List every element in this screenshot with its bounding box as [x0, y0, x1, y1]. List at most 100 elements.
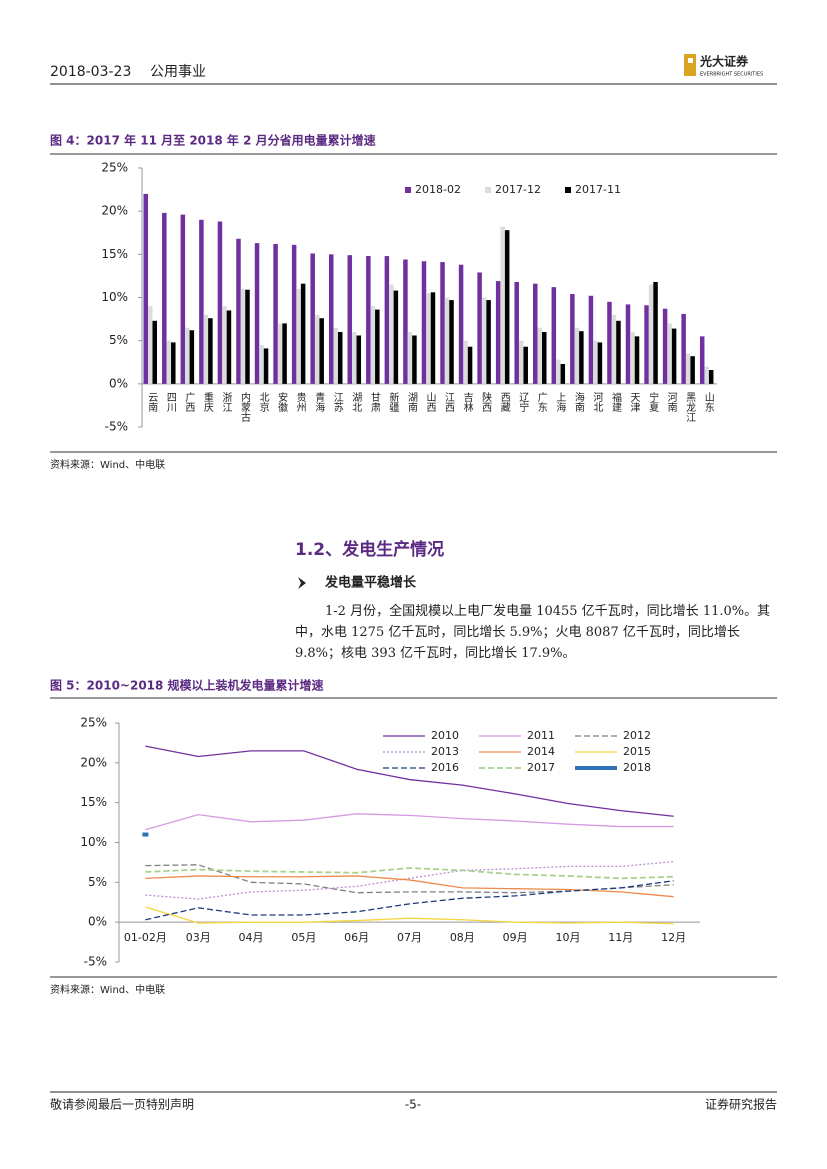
bar [347, 255, 353, 384]
series-line [145, 906, 674, 925]
legend-label: 2018 [623, 761, 651, 774]
bar [523, 346, 528, 384]
legend-label: 2014 [527, 745, 555, 758]
y-tick-label: 5% [88, 875, 107, 889]
section-heading: 1.2、发电生产情况 [295, 539, 444, 560]
bar [430, 292, 436, 384]
date: 2018-03-23 [50, 64, 131, 80]
x-tick-label: 09月 [503, 931, 528, 944]
bar [533, 283, 538, 384]
bar [375, 309, 380, 384]
bar [152, 320, 157, 384]
series-line [145, 867, 674, 880]
bar [356, 335, 362, 384]
footer-page: -5- [405, 1098, 421, 1112]
x-tick-label: 内蒙古 [239, 391, 251, 423]
x-tick-label: 06月 [344, 931, 369, 944]
bar [352, 332, 357, 384]
bar [259, 344, 264, 384]
footer-left: 敬请参阅最后一页特别声明 [50, 1097, 194, 1112]
bar [236, 238, 241, 384]
x-tick-label: 西藏 [498, 392, 510, 413]
legend-label: 2017-12 [495, 183, 541, 196]
x-tick-label: 湖南 [405, 392, 417, 412]
x-tick-label: 贵州 [294, 391, 306, 412]
series-line [145, 745, 674, 817]
x-tick-label: 12月 [661, 931, 686, 944]
x-tick-label: 福建 [609, 391, 621, 412]
x-tick-label: 05月 [291, 931, 316, 944]
bar [542, 332, 547, 384]
legend-label: 2012 [623, 729, 651, 742]
legend-swatch [565, 187, 571, 193]
bar [597, 342, 603, 384]
bar [444, 297, 450, 384]
bar [282, 323, 287, 384]
source-note: 资料来源：Wind、中电联 [50, 983, 165, 996]
legend-label: 2010 [431, 729, 459, 742]
bar [403, 259, 408, 384]
bar [328, 254, 334, 384]
bar [607, 301, 612, 384]
bar [574, 327, 580, 384]
bar [333, 327, 338, 384]
bar [704, 366, 709, 384]
footer-right: 证券研究报告 [705, 1097, 777, 1112]
bar [370, 306, 376, 384]
x-tick-label: 甘肃 [368, 391, 380, 413]
bar [296, 288, 301, 384]
bar [189, 330, 195, 384]
sector: 公用事业 [150, 64, 206, 80]
x-tick-label: 云南 [146, 392, 158, 412]
bar [708, 370, 714, 384]
bar [171, 342, 176, 384]
x-tick-label: 10月 [555, 931, 580, 944]
bar [180, 214, 186, 384]
x-tick-label: 四川 [164, 392, 176, 412]
y-tick-label: 15% [80, 795, 107, 809]
x-tick-label: 01-02月 [124, 931, 167, 944]
logo-en: EVERBRIGHT SECURITIES [700, 72, 763, 78]
bullet [298, 577, 306, 589]
bar [412, 335, 417, 384]
bar [217, 221, 223, 384]
legend-label: 2017-11 [575, 183, 621, 196]
x-tick-label: 湖北 [350, 392, 362, 412]
bar [463, 340, 468, 384]
y-tick-label: 25% [80, 716, 107, 730]
bar [440, 262, 445, 384]
bar [222, 306, 227, 384]
x-tick-label: 03月 [186, 931, 211, 944]
bar [556, 359, 561, 384]
source-note: 资料来源：Wind、中电联 [50, 458, 165, 471]
legend-label: 2016 [431, 761, 459, 774]
bar [426, 293, 431, 384]
bar [208, 318, 213, 384]
series-line [145, 875, 674, 898]
series-line [145, 813, 674, 831]
y-tick-label: 10% [101, 290, 128, 304]
x-tick-label: 07月 [397, 931, 422, 944]
y-tick-label: 25% [101, 161, 128, 175]
y-tick-label: 0% [88, 915, 107, 929]
x-tick-label: 天津 [628, 392, 640, 413]
bar [504, 230, 510, 384]
bar [486, 300, 491, 384]
x-tick-label: 陕西 [480, 391, 492, 412]
bar [254, 243, 260, 384]
bar [166, 340, 172, 384]
bar [667, 323, 672, 384]
bar [319, 318, 324, 384]
x-tick-label: 安徽 [276, 391, 288, 413]
bar [690, 356, 695, 384]
legend-label: 2015 [623, 745, 651, 758]
x-tick-label: 吉林 [461, 392, 473, 413]
x-tick-label: 重庆 [201, 391, 213, 413]
bar [560, 363, 566, 384]
y-tick-label: 15% [101, 247, 128, 261]
logo-mark [684, 54, 696, 76]
bar [579, 331, 584, 384]
legend-label: 2013 [431, 745, 459, 758]
x-tick-label: 广西 [183, 392, 195, 412]
